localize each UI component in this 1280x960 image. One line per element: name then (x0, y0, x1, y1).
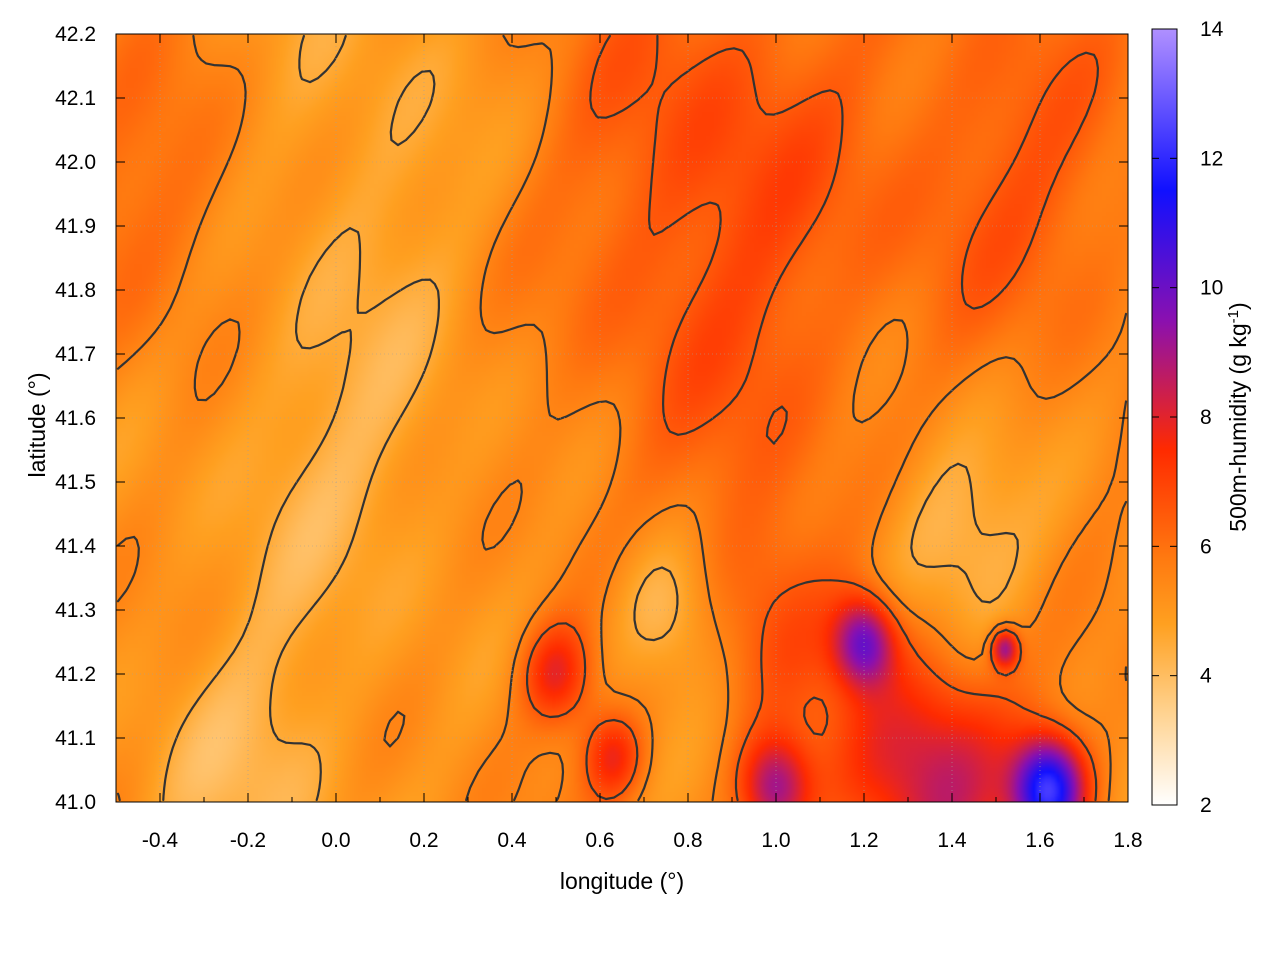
x-tick-label: 0.4 (497, 829, 527, 852)
x-tick-label: 0.2 (409, 829, 438, 852)
colorbar-label: 500m-humidity (g kg-1) (1225, 302, 1252, 531)
x-tick-label: 1.6 (1025, 829, 1054, 852)
x-tick-label: 0.0 (321, 829, 350, 852)
contour-level-1 (162, 34, 1019, 802)
y-tick-label: 41.0 (55, 791, 96, 814)
x-tick-label: 0.6 (585, 829, 614, 852)
colorbar-ticks: 2 4 6 8 10 12 14 (1152, 18, 1224, 817)
y-axis-label: latitude (°) (24, 372, 50, 477)
y-tick-label: 41.7 (55, 343, 96, 366)
contour-level-3 (526, 34, 1099, 802)
x-axis-label: longitude (°) (560, 868, 684, 894)
y-tick-label: 41.9 (55, 215, 96, 238)
x-tick-label: 1.8 (1113, 829, 1142, 852)
x-tick-label: 1.0 (761, 829, 790, 852)
colorbar-tick-label: 2 (1200, 794, 1212, 817)
colorbar-tick-label: 4 (1200, 665, 1212, 688)
y-tick-label: 41.1 (55, 727, 96, 750)
x-tick-label: 1.4 (937, 829, 967, 852)
contour-lines (116, 34, 1128, 802)
colorbar: 2 4 6 8 10 12 14 (1151, 18, 1224, 817)
colorbar-tick-label: 8 (1200, 406, 1212, 429)
y-tick-label: 41.8 (55, 279, 96, 302)
y-tick-label: 42.1 (55, 87, 96, 110)
colorbar-label-exponent: -1 (1225, 310, 1242, 323)
colorbar-label-main: 500m-humidity (g kg (1225, 323, 1251, 531)
y-tick-label: 42.0 (55, 151, 96, 174)
colorbar-tick-label: 10 (1200, 277, 1223, 300)
colorbar-tick-label: 14 (1200, 18, 1224, 41)
y-tick-label: 41.5 (55, 471, 96, 494)
y-tick-label: 42.2 (55, 23, 96, 46)
y-tick-label: 41.2 (55, 663, 96, 686)
x-tick-label: -0.2 (230, 829, 266, 852)
axis-ticks: -0.4 -0.2 0.0 0.2 0.4 0.6 0.8 1.0 1.2 1.4 1.6 1.8 41… (55, 23, 1142, 852)
colorbar-tick-label: 6 (1200, 535, 1212, 558)
contour-level-2 (116, 34, 1128, 802)
x-tick-label: 1.2 (849, 829, 878, 852)
y-tick-label: 41.4 (55, 535, 96, 558)
x-tick-label: -0.4 (142, 829, 179, 852)
y-tick-label: 41.3 (55, 599, 96, 622)
colorbar-tick-label: 12 (1200, 147, 1223, 170)
y-tick-label: 41.6 (55, 407, 96, 430)
grid-lines (116, 33, 1129, 803)
colorbar-label-close: ) (1225, 302, 1251, 310)
x-tick-label: 0.8 (673, 829, 702, 852)
